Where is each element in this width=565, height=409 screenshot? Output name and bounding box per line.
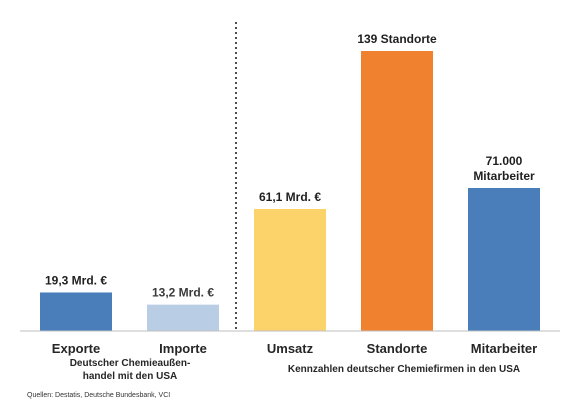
value-label-standorte: 139 Standorte bbox=[357, 32, 437, 46]
category-label-exporte: Exporte bbox=[52, 341, 100, 356]
bar-mitarbeiter bbox=[468, 188, 540, 331]
value-label-umsatz: 61,1 Mrd. € bbox=[259, 190, 321, 204]
category-label-mitarbeiter: Mitarbeiter bbox=[471, 341, 537, 356]
bar-importe bbox=[147, 304, 219, 331]
category-label-umsatz: Umsatz bbox=[267, 341, 314, 356]
group-label-trade-2: handel mit den USA bbox=[83, 371, 177, 382]
value-label-importe: 13,2 Mrd. € bbox=[152, 286, 214, 300]
bars-layer bbox=[40, 51, 540, 331]
labels-layer: 19,3 Mrd. € Exporte 13,2 Mrd. € Importe 61,1… bbox=[45, 32, 537, 356]
group-label-trade-1: Deutscher Chemieaußen- bbox=[70, 358, 191, 369]
group-label-companies: Kennzahlen deutscher Chemiefirmen in den… bbox=[288, 364, 520, 375]
group-labels: Deutscher Chemieaußen-handel mit den USA… bbox=[70, 358, 520, 382]
value-label-mitarbeiter-1: 71.000 bbox=[486, 154, 523, 168]
source-note: Quellen: Destatis, Deutsche Bundesbank, … bbox=[27, 392, 170, 399]
value-label-mitarbeiter-2: Mitarbeiter bbox=[473, 169, 535, 183]
category-label-standorte: Standorte bbox=[367, 341, 428, 356]
bar-exporte bbox=[40, 292, 112, 331]
bar-umsatz bbox=[254, 209, 326, 331]
bar-standorte bbox=[361, 51, 433, 331]
value-label-exporte: 19,3 Mrd. € bbox=[45, 273, 107, 287]
category-label-importe: Importe bbox=[159, 341, 207, 356]
